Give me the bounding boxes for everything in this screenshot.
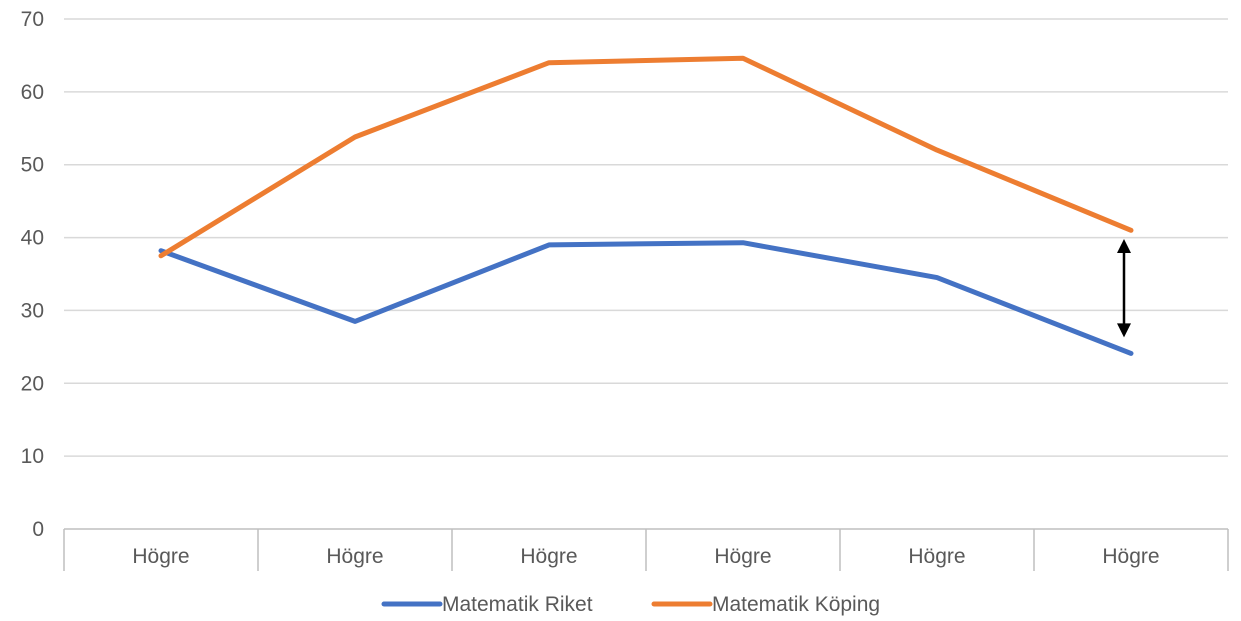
series-line-2 [158, 55, 1134, 259]
x-tick-label: Högre [520, 545, 577, 568]
y-tick-label: 50 [21, 154, 44, 177]
legend: Matematik Riket Matematik Köping [381, 593, 880, 616]
y-tick-label: 70 [21, 8, 44, 31]
annotation-arrow-head-down [1117, 323, 1131, 338]
y-tick-label: 0 [32, 518, 44, 541]
x-tick-label: Högre [714, 545, 771, 568]
series-line-1 [158, 240, 1134, 356]
legend-label-1: Matematik Riket [442, 593, 593, 616]
x-tick-label: Högre [908, 545, 965, 568]
y-tick-label: 20 [21, 372, 44, 395]
legend-label-2: Matematik Köping [712, 593, 880, 616]
x-tick-label: Högre [132, 545, 189, 568]
annotation-arrow-head-up [1117, 239, 1131, 254]
y-tick-label: 10 [21, 445, 44, 468]
y-axis-ticks: 0 10 20 30 40 50 60 70 [21, 8, 44, 541]
y-tick-label: 40 [21, 227, 44, 250]
axes [63, 528, 1229, 571]
x-tick-label: Högre [1102, 545, 1159, 568]
gridlines [64, 18, 1228, 457]
x-axis-ticks: Högre Högre Högre Högre Högre Högre [132, 545, 1159, 568]
annotation [1117, 239, 1131, 338]
y-tick-label: 60 [21, 81, 44, 104]
y-tick-label: 30 [21, 299, 44, 322]
x-tick-label: Högre [326, 545, 383, 568]
series-lines [158, 55, 1134, 356]
